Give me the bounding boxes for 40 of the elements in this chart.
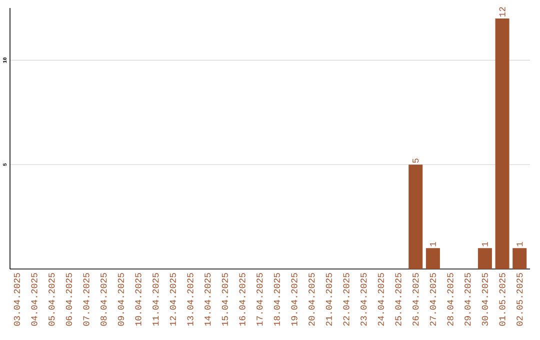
x-tick-label: 01.05.2025: [499, 273, 506, 326]
x-tick-label: 14.04.2025: [204, 273, 211, 326]
x-tick-label: 18.04.2025: [274, 273, 280, 326]
x-tick-label: 08.04.2025: [100, 273, 107, 326]
x-tick-label: 25.04.2025: [395, 273, 402, 326]
x-tick-label: 22.04.2025: [343, 273, 350, 326]
x-tick-label: 17.04.2025: [256, 273, 263, 326]
x-tick-label: 23.04.2025: [360, 273, 367, 326]
x-tick-label: 15.04.2025: [222, 273, 228, 326]
x-tick-label: 11.04.2025: [152, 273, 159, 326]
x-tick-label: 16.04.2025: [239, 273, 246, 326]
x-tick-label: 02.05.2025: [516, 273, 523, 326]
data-label: 1: [482, 242, 488, 246]
x-tick-label: 24.04.2025: [378, 273, 384, 326]
x-tick-label: 21.04.2025: [326, 273, 332, 326]
x-tick-label: 29.04.2025: [464, 273, 471, 326]
x-tick-label: 20.04.2025: [308, 273, 315, 326]
x-tick-label: 13.04.2025: [187, 273, 194, 326]
x-tick-label: 03.04.2025: [14, 273, 20, 326]
x-tick-label: 27.04.2025: [430, 273, 436, 326]
x-tick-label: 26.04.2025: [412, 273, 419, 326]
bar: [408, 164, 423, 269]
data-label: 12: [499, 7, 506, 17]
x-tick-label: 05.04.2025: [48, 273, 55, 326]
x-tick-label: 10.04.2025: [135, 273, 142, 326]
data-label: 1: [516, 242, 523, 246]
bar: [478, 248, 492, 269]
x-tick-label: 09.04.2025: [118, 273, 124, 326]
data-label: 5: [412, 158, 419, 163]
x-tick-label: 30.04.2025: [482, 273, 488, 326]
x-tick-label: 04.04.2025: [31, 273, 38, 326]
x-tick-label: 07.04.2025: [83, 273, 90, 326]
x-tick-label: 06.04.2025: [66, 273, 72, 326]
bar: [426, 248, 440, 269]
bar: [495, 18, 510, 269]
x-tick-label: 28.04.2025: [447, 273, 454, 326]
x-tick-label: 12.04.2025: [170, 273, 176, 326]
bar: [512, 248, 527, 269]
data-label: 1: [430, 242, 436, 246]
x-tick-label: 19.04.2025: [291, 273, 298, 326]
